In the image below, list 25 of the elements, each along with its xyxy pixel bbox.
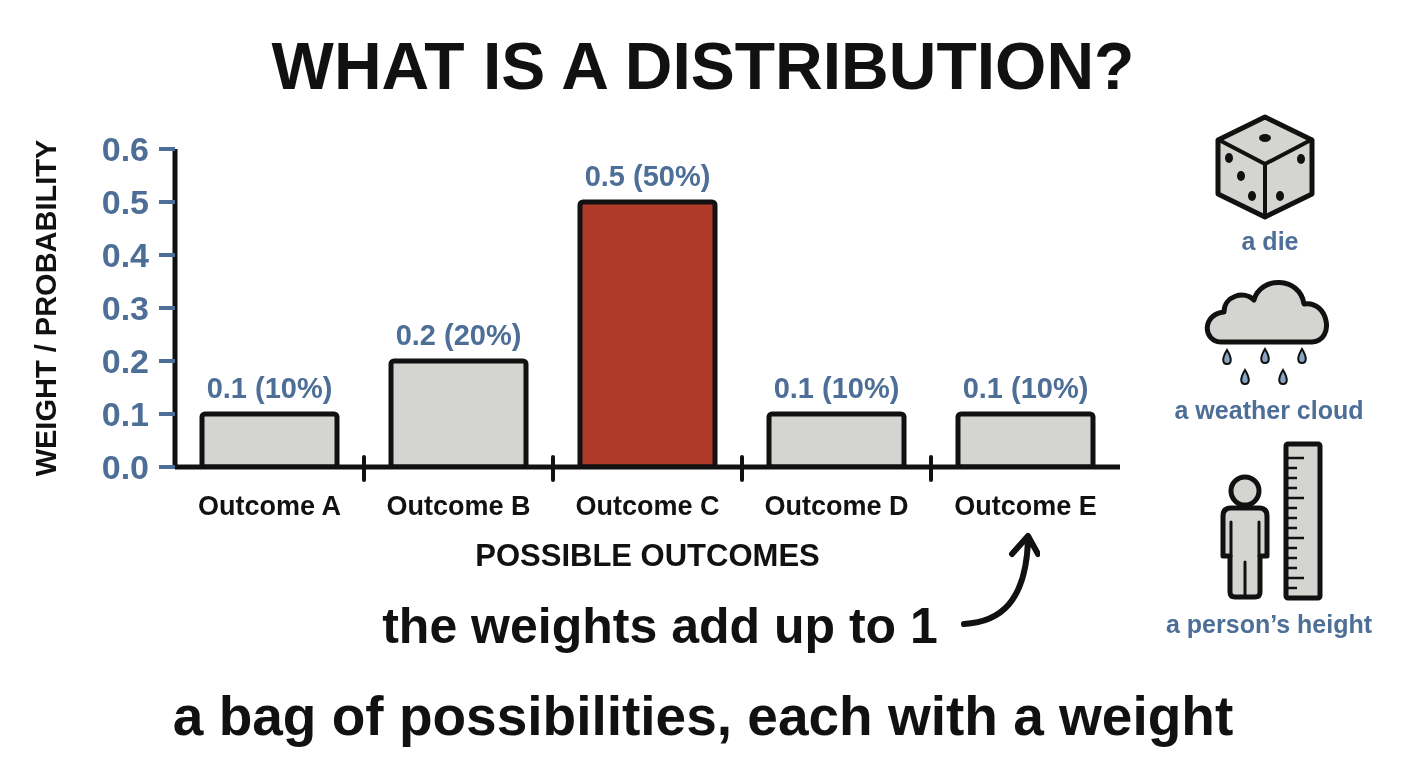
y-tick-label: 0.5	[101, 183, 149, 222]
x-tick-label: Outcome D	[764, 491, 909, 521]
y-tick-label: 0.4	[101, 236, 150, 275]
data-label: 0.2 (20%)	[395, 319, 522, 351]
y-tick-label: 0.2	[101, 342, 149, 381]
text: a person’s height	[1165, 609, 1373, 638]
x-tick-label: Outcome E	[954, 491, 1097, 521]
data-label: 0.1 (10%)	[206, 372, 333, 404]
text: a bag of possibilities, each with a weight	[172, 684, 1234, 747]
chart-title: WHAT IS A DISTRIBUTION?	[271, 29, 1135, 103]
y-tick-label: 0.3	[101, 289, 149, 328]
data-label: 0.1 (10%)	[773, 372, 900, 404]
x-tick-label: Outcome C	[575, 491, 720, 521]
x-tick-label: Outcome A	[197, 491, 342, 521]
data-label: 0.5 (50%)	[584, 160, 711, 192]
y-tick-label: 0.6	[101, 130, 149, 169]
x-axis-title: POSSIBLE OUTCOMES	[475, 538, 820, 573]
text: a die	[1241, 226, 1299, 255]
y-axis-title: WEIGHT / PROBABILITY	[30, 139, 62, 477]
text: the weights add up to 1	[382, 598, 938, 654]
text: a weather cloud	[1174, 395, 1364, 424]
y-tick-label: 0.0	[101, 448, 149, 487]
x-tick-label: Outcome B	[386, 491, 531, 521]
y-tick-label: 0.1	[101, 395, 149, 434]
data-label: 0.1 (10%)	[962, 372, 1089, 404]
